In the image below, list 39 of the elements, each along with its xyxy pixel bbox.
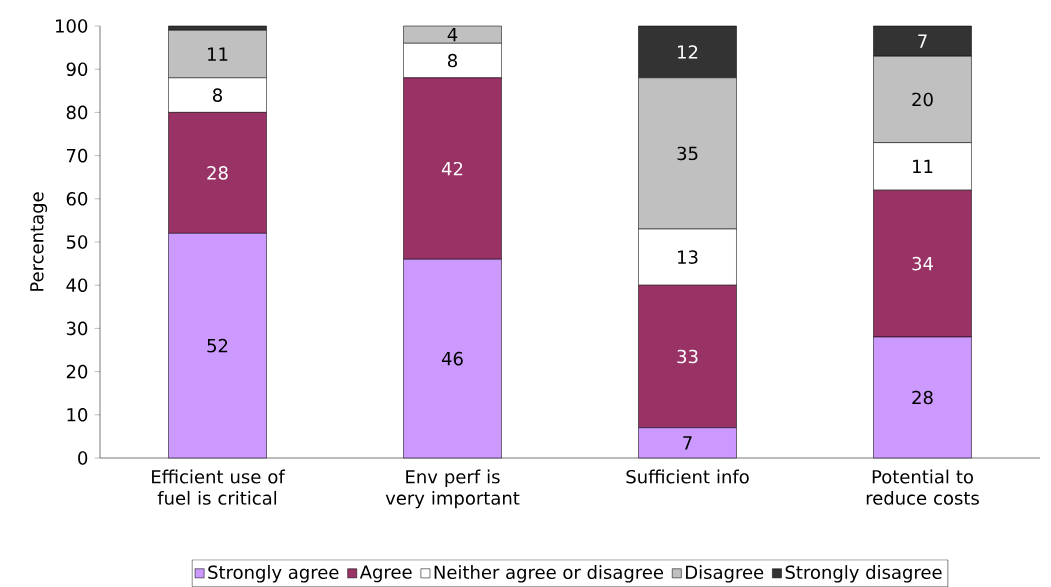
legend-label: Strongly agree — [208, 565, 339, 583]
y-tick-label: 0 — [78, 451, 88, 465]
data-label: 33 — [677, 349, 698, 364]
data-label: 13 — [678, 250, 698, 264]
y-tick-label: 80 — [66, 105, 88, 120]
data-label: 28 — [207, 166, 228, 180]
data-label: 11 — [913, 159, 933, 173]
data-label: 35 — [677, 146, 698, 161]
legend-label: Strongly disagree — [785, 565, 942, 583]
y-tick-label: 20 — [66, 364, 88, 379]
y-tick-label: 30 — [66, 321, 88, 336]
y-tick-label: 60 — [66, 191, 88, 206]
y-tick-label: 50 — [66, 235, 88, 249]
legend-label: Neither agree or disagree — [434, 565, 664, 583]
data-label: 7 — [918, 34, 927, 48]
y-tick-label: 40 — [66, 278, 88, 292]
legend-label: Disagree — [686, 565, 764, 583]
x-tick-label: Efficient use of fuel is critical — [152, 469, 286, 505]
x-tick-label: Env perf is very important — [385, 469, 520, 509]
y-tick-label: 70 — [66, 148, 88, 163]
data-label: 28 — [912, 390, 933, 405]
y-tick-label: 10 — [67, 407, 88, 422]
data-label: 52 — [207, 338, 228, 353]
data-label: 8 — [212, 88, 222, 102]
data-label: 8 — [447, 53, 457, 68]
y-tick-label: 100 — [56, 19, 88, 33]
x-tick-label: Potential to reduce costs — [866, 469, 979, 505]
data-label: 11 — [208, 47, 228, 61]
data-label: 12 — [678, 45, 698, 59]
data-label: 4 — [447, 28, 458, 42]
data-label: 34 — [912, 256, 933, 271]
x-tick-label: Sufficient info — [626, 469, 749, 484]
data-label: 46 — [441, 351, 463, 366]
data-label: 42 — [441, 161, 463, 176]
data-label: 7 — [683, 436, 692, 450]
y-tick-label: 90 — [66, 62, 88, 76]
legend-label: Agree — [359, 565, 412, 583]
data-label: 20 — [912, 92, 933, 107]
y-axis-title: Percentage — [30, 192, 48, 291]
